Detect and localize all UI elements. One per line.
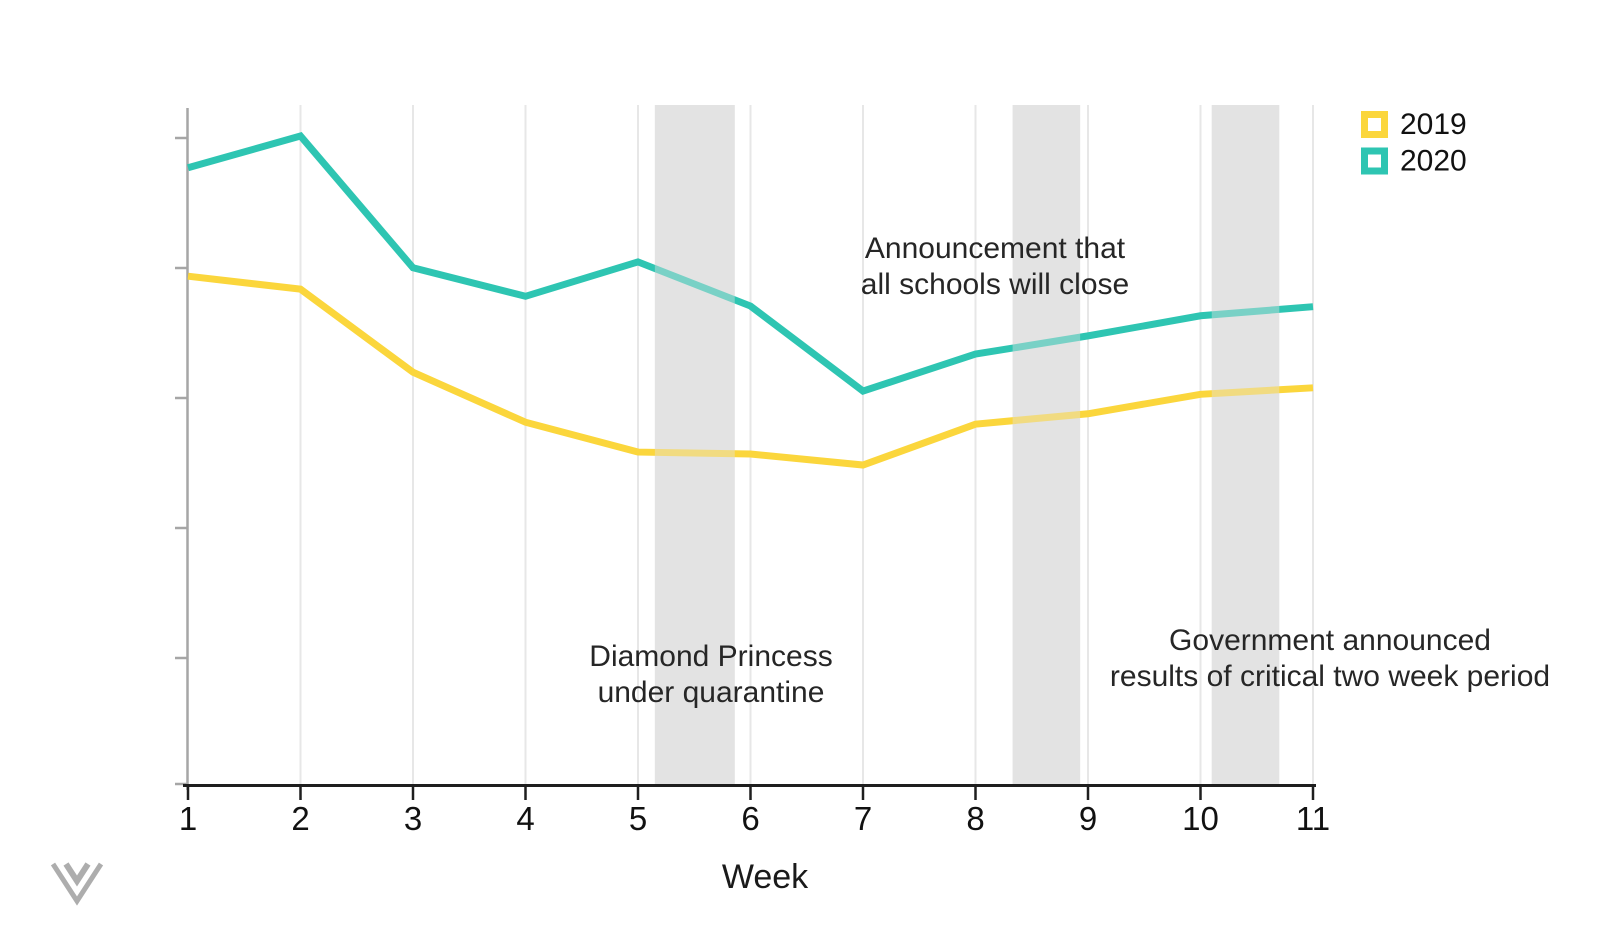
- x-tick-label: 3: [404, 800, 422, 837]
- annotation-schools-line1: Announcement that: [865, 232, 1126, 265]
- chevron-v-logo-icon: [50, 862, 104, 906]
- legend-label-2019: 2019: [1400, 108, 1467, 141]
- legend-label-2020: 2020: [1400, 145, 1467, 178]
- x-tick-label: 1: [179, 800, 197, 837]
- highlight-band: [1211, 105, 1280, 785]
- annotation-diamond-princess-line1: Diamond Princess: [589, 640, 832, 673]
- annotation-schools-line2: all schools will close: [861, 268, 1129, 301]
- x-tick-label: 2: [291, 800, 309, 837]
- x-tick-label: 4: [516, 800, 534, 837]
- annotation-government-line2: results of critical two week period: [1110, 660, 1550, 693]
- x-tick-label: 8: [966, 800, 984, 837]
- series-line-2020: [187, 132, 1314, 395]
- x-tick-label: 11: [1296, 800, 1330, 837]
- annotation-diamond-princess-line2: under quarantine: [598, 676, 825, 709]
- highlight-band-overlay: [1012, 105, 1081, 785]
- x-axis-title: Week: [722, 858, 809, 896]
- legend-swatch-2020: [1361, 147, 1388, 175]
- series-line-2019: [187, 272, 1314, 469]
- highlight-band-overlay: [1211, 105, 1280, 785]
- annotation-government-line1: Government announced: [1169, 624, 1491, 657]
- x-tick-label: 6: [741, 800, 759, 837]
- x-tick-label: 10: [1182, 800, 1219, 837]
- chart-plot-area: 1 2 3 4 5 6 7 8 9 10 11 2019 2020: [175, 105, 1467, 837]
- highlight-band: [1012, 105, 1081, 785]
- x-tick-label: 5: [629, 800, 647, 837]
- highlight-band: [654, 105, 735, 785]
- x-tick-label: 7: [854, 800, 872, 837]
- highlight-band-overlay: [654, 105, 735, 785]
- x-tick-label: 9: [1079, 800, 1097, 837]
- legend-swatch-2019: [1361, 111, 1388, 138]
